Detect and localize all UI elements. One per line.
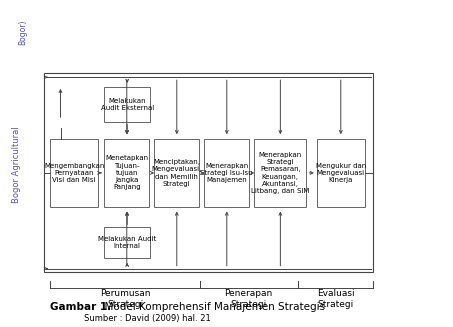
Text: Melakukan
Audit Eksternal: Melakukan Audit Eksternal [101,98,154,111]
Bar [154,139,199,207]
Text: Mengembangkan
Pernyataan
Visi dan Misi: Mengembangkan Pernyataan Visi dan Misi [44,163,104,183]
Text: Bogor Agricultural: Bogor Agricultural [12,127,21,203]
Text: Menerapkan
Strategi
Pemasaran,
Keuangan,
Akuntansi,
Litbang, dan SIM: Menerapkan Strategi Pemasaran, Keuangan,… [251,152,309,194]
Text: Model Komprehensif Manajemen Strategis: Model Komprehensif Manajemen Strategis [98,302,325,312]
Text: Menciptakan,
Mengevaluasi,
dan Memilih
Strategi: Menciptakan, Mengevaluasi, dan Memilih S… [152,159,202,187]
Text: Gambar 1.: Gambar 1. [50,302,111,312]
Text: Mengukur dan
Mengevaluasi
Kinerja: Mengukur dan Mengevaluasi Kinerja [316,163,366,183]
Bar [104,227,150,258]
Bar [44,74,373,272]
Text: Melakukan Audit
Internal: Melakukan Audit Internal [98,236,156,250]
Bar [317,139,365,207]
Text: Perumusan
Strategi: Perumusan Strategi [100,289,150,309]
Text: Bogor): Bogor) [19,19,28,44]
Text: Penerapan
Strategi: Penerapan Strategi [224,289,272,309]
Bar [204,139,249,207]
Text: Menetapkan
Tujuan-
tujuan
Jangka
Panjang: Menetapkan Tujuan- tujuan Jangka Panjang [105,155,148,190]
Text: Menerapkan
Strategi Isu-Isu
Manajemen: Menerapkan Strategi Isu-Isu Manajemen [201,163,253,183]
Bar [104,139,149,207]
Text: Sumber : David (2009) hal. 21: Sumber : David (2009) hal. 21 [50,314,211,323]
Bar [104,88,150,122]
Bar [254,139,306,207]
Bar [50,139,98,207]
Text: Evaluasi
Strategi: Evaluasi Strategi [317,289,354,309]
